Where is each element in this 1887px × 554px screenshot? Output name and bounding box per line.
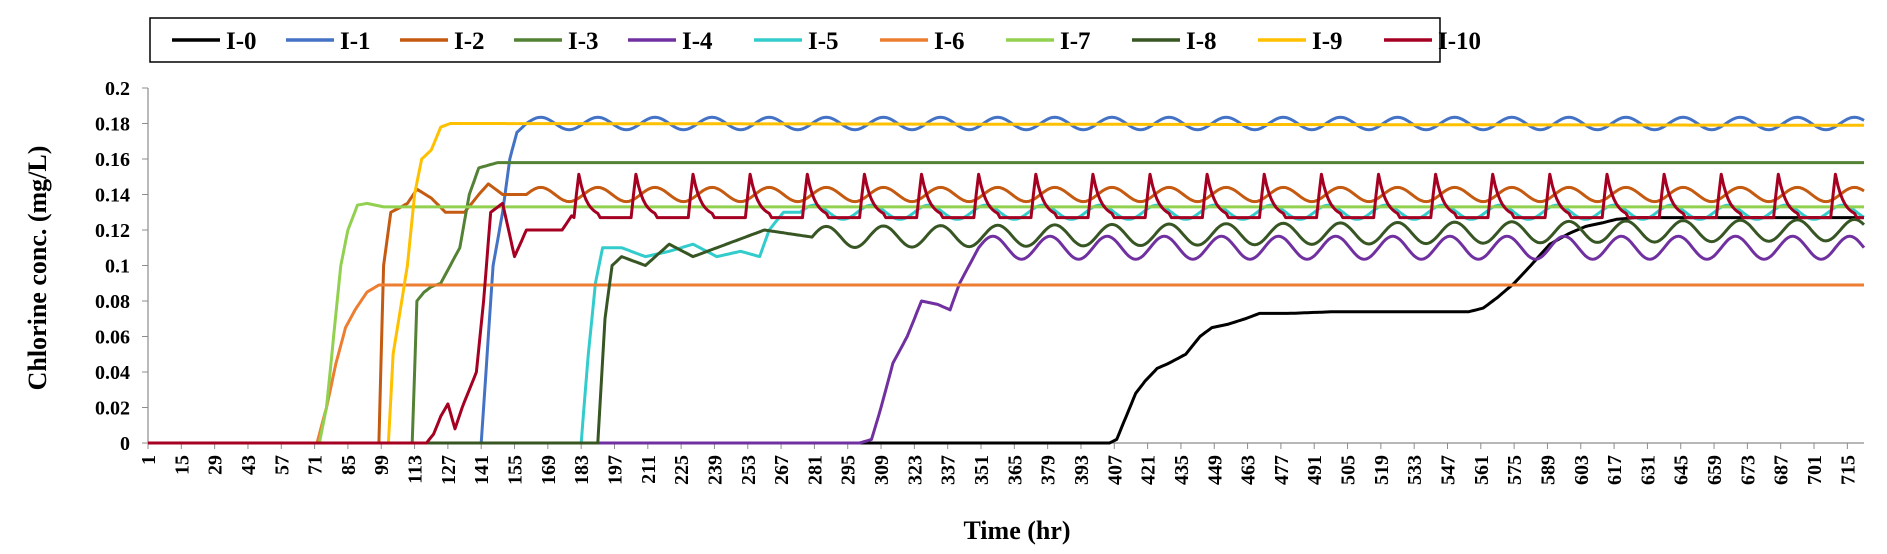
legend-entry-label: I-4 bbox=[682, 28, 713, 55]
x-tick-label: 197 bbox=[604, 455, 626, 485]
y-tick-label: 0.18 bbox=[95, 114, 130, 136]
x-tick-label: 323 bbox=[904, 455, 926, 485]
legend-entry-label: I-6 bbox=[934, 28, 965, 55]
x-tick-label: 617 bbox=[1604, 455, 1626, 485]
x-tick-label: 183 bbox=[571, 455, 593, 485]
series-line-i-7 bbox=[148, 201, 1864, 445]
axes: 0 0.02 0.04 0.06 0.08 0.1 0.12 0.14 0.16 0.18 0.2 1… bbox=[95, 78, 1864, 485]
x-tick-label: 701 bbox=[1804, 455, 1826, 485]
x-tick-label: 393 bbox=[1071, 455, 1093, 485]
x-tick-label: 659 bbox=[1704, 455, 1726, 485]
x-tick-label: 365 bbox=[1004, 455, 1026, 485]
y-tick-label: 0.04 bbox=[95, 362, 130, 384]
series-line-i-9 bbox=[148, 122, 1864, 445]
y-tick-label: 0.2 bbox=[105, 78, 130, 100]
x-tick-label: 1 bbox=[138, 455, 160, 465]
legend-entry-label: I-7 bbox=[1060, 28, 1091, 55]
x-tick-label: 715 bbox=[1837, 455, 1859, 485]
x-tick-label: 533 bbox=[1404, 455, 1426, 485]
series-line-i-2 bbox=[148, 182, 1865, 445]
legend-entry-label: I-10 bbox=[1438, 28, 1481, 55]
x-tick-label: 645 bbox=[1671, 455, 1693, 485]
x-axis-title: Time (hr) bbox=[963, 516, 1070, 545]
x-tick-label: 239 bbox=[704, 455, 726, 485]
x-tick-label: 603 bbox=[1571, 455, 1593, 485]
x-tick-label: 267 bbox=[771, 455, 793, 485]
y-tick-label: 0 bbox=[120, 433, 130, 455]
plot-area bbox=[148, 115, 1866, 445]
legend-entry-label: I-0 bbox=[226, 28, 257, 55]
x-tick-label: 141 bbox=[471, 455, 493, 485]
x-tick-label: 631 bbox=[1637, 455, 1659, 485]
x-tick-label: 463 bbox=[1238, 455, 1260, 485]
x-tick-label: 71 bbox=[305, 455, 327, 475]
y-tick-label: 0.12 bbox=[95, 220, 130, 242]
x-tick-label: 379 bbox=[1038, 455, 1060, 485]
y-axis-title: Chlorine conc. (mg/L) bbox=[23, 146, 52, 391]
x-tick-label: 225 bbox=[671, 455, 693, 485]
series-line-i-4 bbox=[148, 234, 1866, 445]
x-tick-label: 673 bbox=[1737, 455, 1759, 485]
x-tick-label: 589 bbox=[1537, 455, 1559, 485]
x-tick-label: 687 bbox=[1771, 455, 1793, 485]
x-tick-label: 113 bbox=[405, 455, 427, 484]
y-tick-label: 0.1 bbox=[105, 256, 130, 278]
x-tick-label: 127 bbox=[438, 455, 460, 485]
x-tick-label: 477 bbox=[1271, 455, 1293, 485]
x-tick-label: 547 bbox=[1437, 455, 1459, 485]
x-tick-label: 57 bbox=[271, 455, 293, 475]
x-tick-label: 561 bbox=[1471, 455, 1493, 485]
x-tick-label: 575 bbox=[1504, 455, 1526, 485]
x-tick-label: 211 bbox=[638, 455, 660, 484]
x-tick-label: 29 bbox=[205, 455, 227, 475]
x-tick-label: 505 bbox=[1338, 455, 1360, 485]
x-tick-label: 309 bbox=[871, 455, 893, 485]
x-tick-label: 337 bbox=[938, 455, 960, 485]
y-tick-label: 0.16 bbox=[95, 149, 130, 171]
x-tick-label: 155 bbox=[505, 455, 527, 485]
x-tick-label: 351 bbox=[971, 455, 993, 485]
legend-entry-label: I-9 bbox=[1312, 28, 1343, 55]
x-tick-label: 85 bbox=[338, 455, 360, 475]
x-tick-label: 435 bbox=[1171, 455, 1193, 485]
legend: I-0 I-1 I-2 I-3 I-4 I-5 I-6 I-7 I-8 I-9 I-10 bbox=[149, 17, 1481, 63]
legend-entry-label: I-2 bbox=[454, 28, 485, 55]
series-line-i-0 bbox=[148, 216, 1864, 445]
y-tick-label: 0.08 bbox=[95, 291, 130, 313]
x-tick-label: 281 bbox=[804, 455, 826, 485]
x-tick-label: 421 bbox=[1138, 455, 1160, 485]
y-tick-label: 0.14 bbox=[95, 185, 130, 207]
y-tick-label: 0.02 bbox=[95, 398, 130, 420]
x-tick-label: 407 bbox=[1104, 455, 1126, 485]
x-tick-label: 253 bbox=[738, 455, 760, 485]
x-tick-label: 43 bbox=[238, 455, 260, 475]
x-tick-label: 491 bbox=[1304, 455, 1326, 485]
legend-entry-label: I-1 bbox=[340, 28, 371, 55]
legend-entry-label: I-3 bbox=[568, 28, 599, 55]
x-tick-label: 169 bbox=[538, 455, 560, 485]
series-line-i-6 bbox=[148, 283, 1864, 445]
x-tick-label: 99 bbox=[371, 455, 393, 475]
x-tick-label: 519 bbox=[1371, 455, 1393, 485]
legend-entry-label: I-8 bbox=[1186, 28, 1217, 55]
x-tick-label: 295 bbox=[838, 455, 860, 485]
x-tick-label: 449 bbox=[1204, 455, 1226, 485]
x-tick-label: 15 bbox=[171, 455, 193, 475]
legend-entry-label: I-5 bbox=[808, 28, 839, 55]
y-tick-label: 0.06 bbox=[95, 327, 130, 349]
series-line-i-10 bbox=[148, 172, 1864, 445]
series-line-i-5 bbox=[148, 203, 1865, 445]
series-line-i-8 bbox=[148, 217, 1866, 445]
